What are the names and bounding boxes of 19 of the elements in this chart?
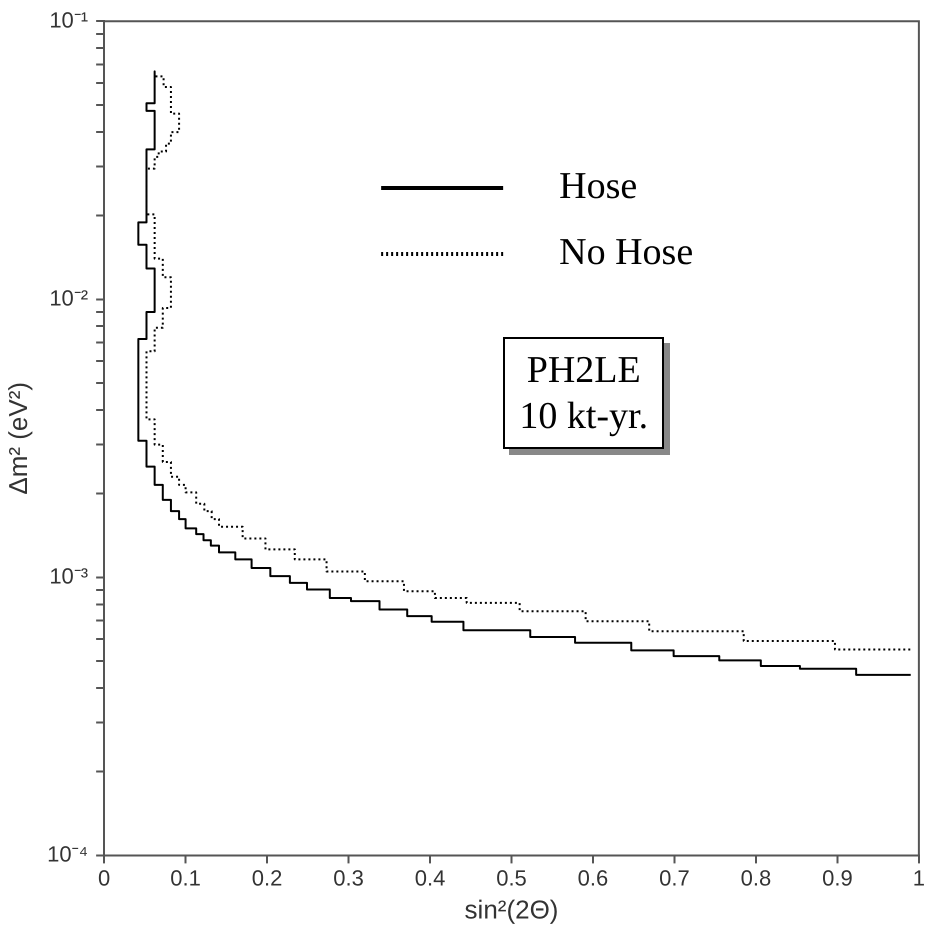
x-tick-label: 0.8 — [740, 866, 772, 891]
x-tick-label: 0.1 — [170, 866, 201, 891]
x-axis-title: sin²(2Θ) — [464, 894, 558, 925]
y-tick-label: 10⁻⁴ — [47, 841, 88, 866]
legend-label: No Hose — [559, 231, 694, 274]
x-tick-label: 0.9 — [822, 866, 853, 891]
x-tick-label: 0.6 — [578, 866, 608, 891]
x-tick-label: 0.7 — [659, 866, 690, 891]
legend-label: Hose — [559, 165, 638, 208]
x-tick-label: 0.5 — [496, 866, 527, 891]
y-tick-label: 10⁻¹ — [49, 7, 88, 32]
x-tick-label: 0 — [98, 866, 110, 891]
x-tick-label: 0.3 — [333, 866, 364, 891]
x-tick-label: 1 — [912, 866, 926, 891]
y-axis-title: Δm² (eV²) — [2, 382, 33, 495]
y-tick-label: 10⁻³ — [49, 563, 88, 588]
x-tick-label: 0.2 — [252, 866, 282, 891]
y-tick-label: 10⁻² — [49, 285, 88, 310]
x-tick-label: 0.4 — [414, 866, 446, 891]
